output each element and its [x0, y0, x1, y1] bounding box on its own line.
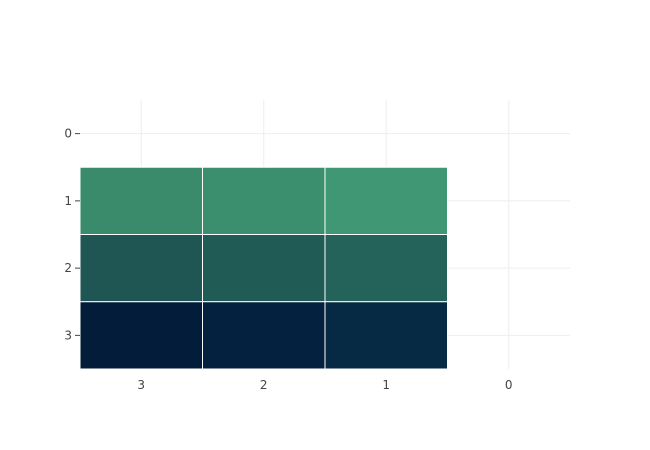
x-tick-label-1: 1 [382, 378, 390, 392]
x-tick-label-3: 3 [137, 378, 145, 392]
heatmap-cell-x1-y3 [324, 301, 448, 370]
heatmap-cell-x1-y1 [324, 166, 448, 235]
heatmap-cells [79, 166, 448, 370]
x-tick-label-2: 2 [260, 378, 268, 392]
heatmap-cell-x3-y3 [79, 301, 203, 370]
heatmap-cell-x2-y2 [202, 234, 326, 303]
heatmap-cell-x1-y2 [324, 234, 448, 303]
x-tick-label-0: 0 [505, 378, 513, 392]
y-tick-label-3: 3 [64, 328, 72, 342]
heatmap-cell-x2-y3 [202, 301, 326, 370]
x-axis: 3 2 1 0 [137, 378, 512, 392]
y-axis: 0 1 2 3 [64, 127, 80, 342]
heatmap-cell-x2-y1 [202, 166, 326, 235]
y-tick-label-1: 1 [64, 194, 72, 208]
y-tick-label-0: 0 [64, 127, 72, 141]
heatmap-cell-x3-y2 [79, 234, 203, 303]
heatmap-cell-x3-y1 [79, 166, 203, 235]
y-tick-label-2: 2 [64, 261, 72, 275]
